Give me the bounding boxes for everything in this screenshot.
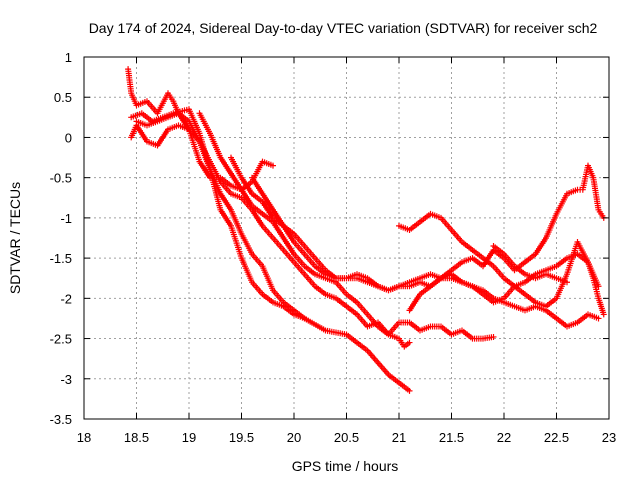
y-tick-label: 0.5 (54, 90, 72, 105)
y-axis-label: SDTVAR / TECUs (7, 182, 23, 294)
x-axis-label: GPS time / hours (292, 458, 399, 474)
y-tick-label: -3.5 (50, 412, 72, 427)
y-tick-label: -0.5 (50, 171, 72, 186)
ticks: 18 18.5 19 19.5 20 20.5 21 21.5 22 22.5 23 1 0.5 0 -0.… (50, 50, 617, 445)
x-tick-label: 21.5 (439, 430, 464, 445)
y-tick-label: -2.5 (50, 332, 72, 347)
x-tick-label: 18.5 (124, 430, 149, 445)
series-arc-4 (133, 110, 413, 350)
x-tick-label: 20.5 (334, 430, 359, 445)
data-layer (125, 66, 607, 394)
series-arc-5 (196, 110, 497, 342)
data-point-markers (133, 110, 413, 350)
data-point-markers (490, 243, 570, 286)
y-tick-label: 0 (65, 130, 72, 145)
x-tick-label: 20 (287, 430, 301, 445)
series-arc-10 (490, 243, 570, 286)
x-tick-label: 21 (392, 430, 406, 445)
data-point-markers (406, 162, 607, 314)
y-tick-label: -1 (60, 211, 72, 226)
data-point-markers (196, 110, 497, 342)
grid (84, 57, 609, 419)
data-point-markers (128, 106, 308, 322)
x-tick-label: 18 (77, 430, 91, 445)
x-tick-label: 19.5 (229, 430, 254, 445)
chart-title: Day 174 of 2024, Sidereal Day-to-day VTE… (89, 20, 598, 36)
series-arc-3 (128, 106, 308, 322)
y-tick-label: 1 (65, 50, 72, 65)
x-tick-label: 23 (602, 430, 616, 445)
series-arc-9 (406, 162, 607, 314)
x-tick-label: 19 (182, 430, 196, 445)
y-tick-label: -2 (60, 291, 72, 306)
y-tick-label: -3 (60, 372, 72, 387)
y-tick-label: -1.5 (50, 251, 72, 266)
x-tick-label: 22.5 (544, 430, 569, 445)
x-tick-label: 22 (497, 430, 511, 445)
